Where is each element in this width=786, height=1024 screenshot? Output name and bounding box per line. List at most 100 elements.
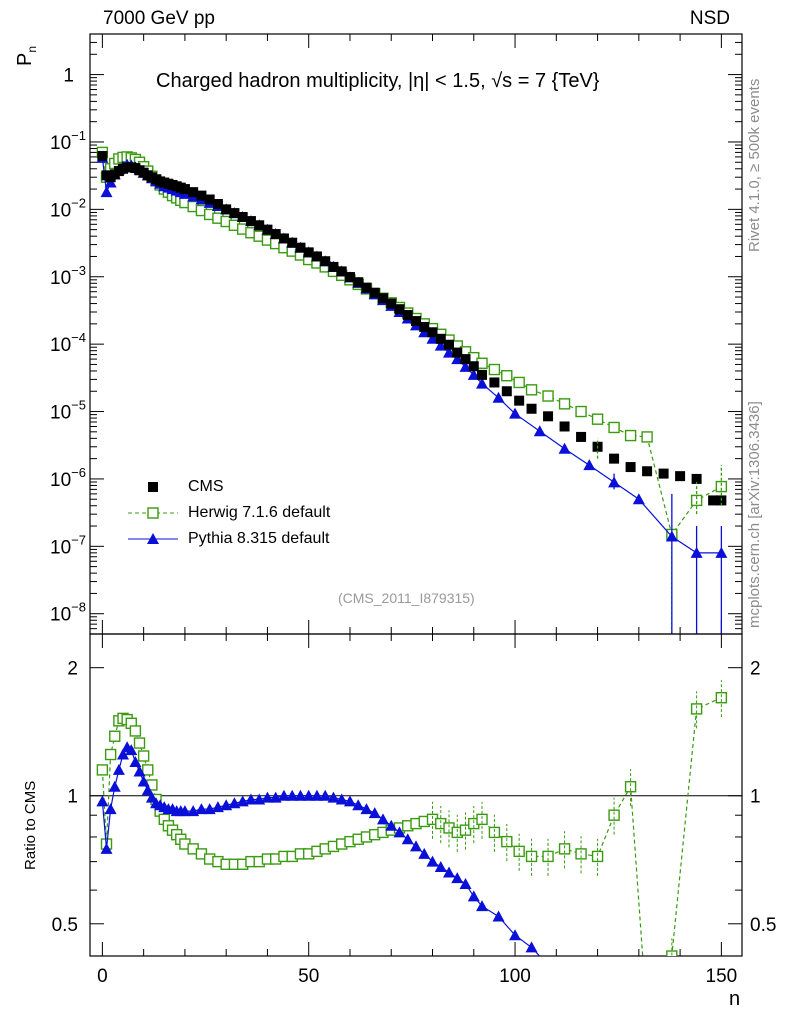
y-tick-label: 10−7: [50, 532, 86, 558]
pythia-ratio-point: [137, 775, 150, 787]
y-tick-label: 10−8: [50, 600, 86, 626]
herwig-ratio-point: [513, 845, 525, 858]
cms-point: [559, 421, 570, 432]
mcplots-reference-label: mcplots.cern.ch [arXiv:1306.3436]: [746, 401, 763, 628]
herwig-point: [608, 421, 620, 434]
cms-point: [477, 369, 488, 380]
pythia-ratio-point: [141, 784, 154, 796]
pythia-ratio-point: [129, 756, 142, 768]
pythia-point: [426, 332, 439, 344]
y-tick-label: 10−5: [50, 398, 86, 424]
analysis-watermark: (CMS_2011_I879315): [338, 590, 475, 606]
pythia-ratio-point: [509, 929, 522, 941]
herwig-point: [513, 376, 525, 389]
ratio-axis-label: Ratio to CMS: [22, 780, 39, 870]
cms-point: [691, 473, 702, 484]
y-axis-label-text: P: [14, 52, 36, 66]
y-tick-exponent: −3: [71, 263, 86, 278]
cms-point: [625, 462, 636, 473]
pythia-point: [443, 346, 456, 358]
cms-point: [642, 466, 653, 477]
cms-point: [460, 354, 471, 365]
pythia-ratio-point: [410, 840, 422, 852]
pythia-ratio-point: [96, 795, 109, 807]
herwig-ratio-point: [129, 725, 142, 737]
header-right: NSD: [689, 8, 730, 29]
cms-point: [295, 242, 306, 253]
x-axis-label: n: [729, 988, 741, 1010]
pythia-ratio-point: [368, 807, 381, 819]
y-tick-exponent: −8: [71, 600, 86, 615]
cms-point: [489, 377, 500, 388]
cms-point: [675, 471, 686, 482]
y-axis-label-subscript: n: [25, 45, 39, 53]
herwig-point: [575, 405, 587, 418]
cms-point: [514, 395, 525, 406]
x-tick-label: 150: [706, 966, 738, 987]
pythia-point: [100, 186, 113, 198]
herwig-point: [591, 413, 604, 425]
pythia-ratio-point: [112, 763, 125, 775]
pythia-ratio-point: [360, 803, 373, 815]
ratio-y-tick-label-right: 0.5: [750, 915, 776, 936]
legend-marker-pythia: [147, 533, 159, 544]
herwig-ratio-point: [558, 843, 571, 855]
x-tick-label: 0: [97, 966, 108, 987]
y-tick-exponent: −6: [71, 465, 86, 480]
cms-point: [526, 403, 537, 414]
herwig-ratio-point: [104, 748, 117, 761]
legend-marker-herwig: [147, 507, 159, 519]
y-tick-label: 10−1: [50, 128, 86, 154]
pythia-ratio-point: [286, 789, 299, 801]
herwig-ratio-point: [142, 764, 154, 776]
cms-point: [576, 431, 587, 442]
pythia-ratio-point: [125, 744, 138, 756]
cms-point: [287, 237, 298, 248]
cms-point: [179, 184, 190, 195]
pythia-point: [558, 442, 571, 454]
y-tick-exponent: −4: [71, 330, 86, 345]
cms-point: [468, 361, 479, 372]
cms-point: [369, 287, 380, 298]
pythia-ratio-point: [393, 826, 406, 838]
cms-point: [609, 453, 620, 464]
pythia-ratio-line: [101, 746, 541, 956]
herwig-ratio-line: [101, 697, 722, 956]
cms-point: [543, 411, 554, 422]
y-tick-label: 10−4: [50, 330, 86, 356]
pythia-ratio-point: [476, 900, 489, 912]
pythia-point: [476, 377, 489, 389]
cms-point: [229, 208, 240, 219]
herwig-ratio-point: [137, 750, 150, 762]
cms-point: [278, 233, 289, 244]
ratio-y-tick-label-right: 1: [750, 787, 761, 808]
herwig-ratio-point: [591, 850, 604, 863]
x-tick-label: 100: [499, 966, 531, 987]
pythia-ratio-point: [401, 833, 414, 845]
herwig-point: [525, 384, 538, 396]
pythia-point: [533, 425, 546, 437]
cms-point: [212, 199, 223, 210]
plot-title: Charged hadron multiplicity, |η| < 1.5, …: [156, 70, 600, 92]
cms-point: [427, 327, 438, 338]
pythia-ratio-point: [352, 799, 365, 811]
legend-entry-herwig: Herwig 7.1.6 default: [188, 504, 331, 521]
legend-entry-cms: CMS: [188, 478, 224, 495]
cms-point: [658, 468, 669, 479]
x-tick-label: 50: [298, 966, 319, 987]
cms-point: [303, 247, 314, 258]
cms-point: [237, 212, 248, 223]
herwig-point: [501, 370, 513, 382]
cms-point: [377, 293, 388, 304]
herwig-point: [488, 363, 501, 376]
cms-point: [196, 190, 207, 201]
y-axis-label: Pn: [14, 46, 39, 66]
pythia-point: [632, 493, 645, 505]
pythia-ratio-point: [327, 791, 340, 803]
pythia-ratio-point: [310, 789, 323, 801]
herwig-ratio-point: [542, 850, 554, 863]
pythia-ratio-point: [302, 789, 315, 801]
pythia-ratio-point: [492, 910, 505, 922]
y-tick-label: 10−6: [50, 465, 86, 491]
